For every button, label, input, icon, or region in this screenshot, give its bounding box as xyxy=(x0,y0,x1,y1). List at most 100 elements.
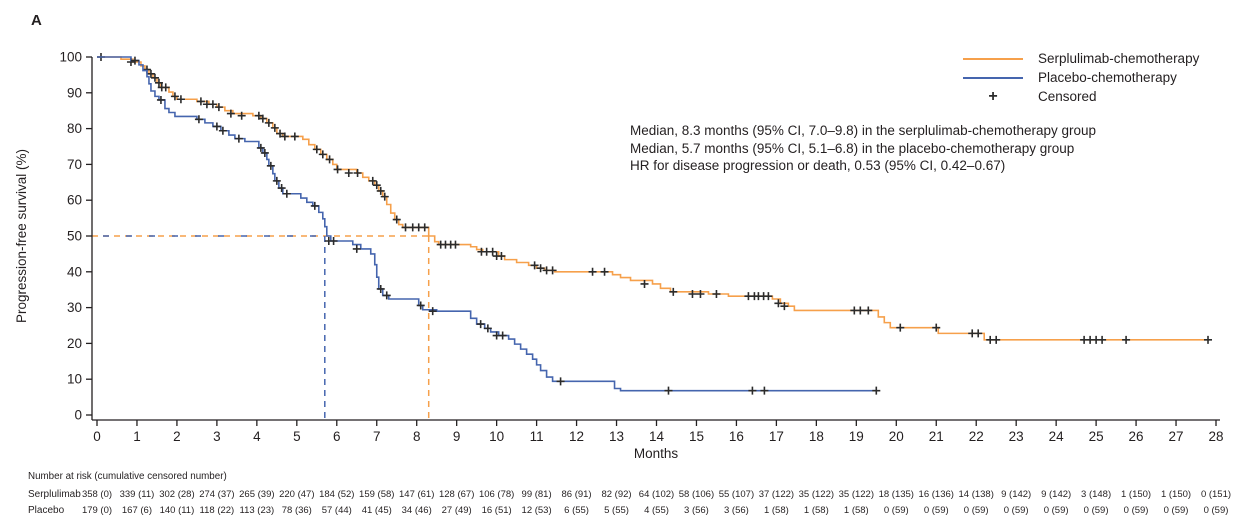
x-tick-label: 14 xyxy=(649,429,665,444)
annotation-line-placebo: Median, 5.7 months (95% CI, 5.1–6.8) in … xyxy=(630,140,1075,156)
at-risk-cell: 0 (59) xyxy=(1203,505,1229,516)
at-risk-cell: 6 (55) xyxy=(564,505,589,516)
at-risk-cell: 0 (59) xyxy=(1043,505,1069,516)
x-tick-label: 28 xyxy=(1208,429,1223,444)
legend-label: Serplulimab-chemotherapy xyxy=(1038,51,1200,66)
at-risk-cell: 12 (53) xyxy=(521,505,552,516)
x-tick-label: 13 xyxy=(609,429,624,444)
x-tick-label: 4 xyxy=(253,429,261,444)
at-risk-cell: 167 (6) xyxy=(121,505,152,516)
panel-label: A xyxy=(31,12,42,29)
legend-label: Censored xyxy=(1038,89,1097,104)
at-risk-cell: 58 (106) xyxy=(678,489,715,500)
legend-item-serplulimab: Serplulimab-chemotherapy xyxy=(963,49,1199,68)
x-tick-label: 2 xyxy=(173,429,181,444)
at-risk-cell: 34 (46) xyxy=(401,505,432,516)
x-tick-label: 16 xyxy=(729,429,744,444)
x-tick-label: 20 xyxy=(889,429,904,444)
at-risk-cell: 86 (91) xyxy=(561,489,592,500)
at-risk-cell: 147 (61) xyxy=(399,489,435,500)
at-risk-cell: 35 (122) xyxy=(838,489,874,500)
x-tick-label: 5 xyxy=(293,429,301,444)
at-risk-cell: 5 (55) xyxy=(604,505,629,516)
x-tick-label: 25 xyxy=(1089,429,1104,444)
at-risk-cell: 3 (56) xyxy=(724,505,749,516)
at-risk-cell: 64 (102) xyxy=(638,489,675,500)
y-tick-label: 90 xyxy=(67,85,82,100)
at-risk-cell: 265 (39) xyxy=(239,489,275,500)
x-tick-label: 15 xyxy=(689,429,704,444)
y-tick-label: 40 xyxy=(67,264,82,279)
at-risk-cell: 339 (11) xyxy=(119,489,155,500)
at-risk-cell: 0 (59) xyxy=(883,505,909,516)
x-tick-label: 10 xyxy=(489,429,504,444)
legend-item-censored: + Censored xyxy=(963,87,1199,106)
at-risk-cell: 0 (59) xyxy=(1163,505,1189,516)
at-risk-cell: 99 (81) xyxy=(521,489,552,500)
at-risk-cell: 27 (49) xyxy=(441,505,472,516)
y-tick-label: 30 xyxy=(67,300,82,315)
x-tick-label: 27 xyxy=(1169,429,1184,444)
x-tick-label: 19 xyxy=(849,429,864,444)
x-tick-label: 11 xyxy=(530,429,544,444)
at-risk-cell: 1 (58) xyxy=(843,505,869,516)
y-tick-label: 10 xyxy=(67,372,82,387)
at-risk-cell: 16 (136) xyxy=(918,489,954,500)
at-risk-cell: 14 (138) xyxy=(958,489,994,500)
at-risk-cell: 1 (150) xyxy=(1160,489,1192,500)
survival-curve-placebo xyxy=(97,56,877,392)
x-tick-label: 12 xyxy=(569,429,584,444)
y-tick-label: 70 xyxy=(67,157,82,172)
at-risk-cell: 37 (122) xyxy=(758,489,795,500)
x-tick-label: 0 xyxy=(93,429,101,444)
y-tick-label: 50 xyxy=(67,229,82,244)
at-risk-cell: 113 (23) xyxy=(239,505,275,516)
x-tick-label: 26 xyxy=(1129,429,1144,444)
x-tick-label: 7 xyxy=(373,429,381,444)
x-tick-label: 1 xyxy=(133,429,141,444)
x-tick-label: 22 xyxy=(969,429,984,444)
at-risk-cell: 128 (67) xyxy=(438,489,475,500)
at-risk-cell: 3 (148) xyxy=(1081,489,1112,500)
at-risk-cell: 179 (0) xyxy=(81,505,113,516)
at-risk-cell: 57 (44) xyxy=(321,505,352,516)
at-risk-cell: 220 (47) xyxy=(279,489,315,500)
annotation-line-serplulimab: Median, 8.3 months (95% CI, 7.0–9.8) in … xyxy=(630,123,1097,138)
x-tick-label: 17 xyxy=(769,429,784,444)
y-tick-label: 80 xyxy=(67,121,82,136)
x-axis-label: Months xyxy=(633,446,679,461)
at-risk-cell: 0 (151) xyxy=(1200,489,1232,500)
at-risk-cell: 35 (122) xyxy=(798,489,835,500)
at-risk-cell: 0 (59) xyxy=(963,505,989,516)
at-risk-cell: 82 (92) xyxy=(601,489,632,500)
at-risk-cell: 1 (58) xyxy=(803,505,829,516)
at-risk-cell: 78 (36) xyxy=(281,505,312,516)
at-risk-cell: 184 (52) xyxy=(319,489,355,500)
at-risk-cell: 274 (37) xyxy=(199,489,235,500)
at-risk-cell: 0 (59) xyxy=(1003,505,1029,516)
y-tick-label: 0 xyxy=(74,408,82,423)
at-risk-cell: 18 (135) xyxy=(878,489,914,500)
at-risk-cell: 1 (58) xyxy=(763,505,789,516)
at-risk-cell: 1 (150) xyxy=(1121,489,1152,500)
x-tick-label: 24 xyxy=(1049,429,1065,444)
at-risk-header: Number at risk (cumulative censored numb… xyxy=(28,471,227,482)
at-risk-cell: 0 (59) xyxy=(1083,505,1109,516)
legend: Serplulimab-chemotherapy Placebo-chemoth… xyxy=(963,49,1199,106)
censored-plus-icon: + xyxy=(988,87,998,105)
x-tick-label: 8 xyxy=(413,429,421,444)
serplulimab-line-icon xyxy=(963,57,1023,60)
at-risk-cell: 0 (59) xyxy=(923,505,949,516)
y-tick-label: 20 xyxy=(67,336,82,351)
at-risk-cell: 140 (11) xyxy=(159,505,195,516)
x-tick-label: 6 xyxy=(333,429,341,444)
median-annotation: Median, 8.3 months (95% CI, 7.0–9.8) in … xyxy=(630,122,1096,175)
annotation-line-hr: HR for disease progression or death, 0.5… xyxy=(630,158,1006,173)
y-tick-label: 100 xyxy=(59,50,82,65)
legend-label: Placebo-chemotherapy xyxy=(1038,70,1177,85)
x-tick-label: 21 xyxy=(929,429,944,444)
at-risk-cell: 358 (0) xyxy=(81,489,113,500)
x-tick-label: 18 xyxy=(809,429,824,444)
